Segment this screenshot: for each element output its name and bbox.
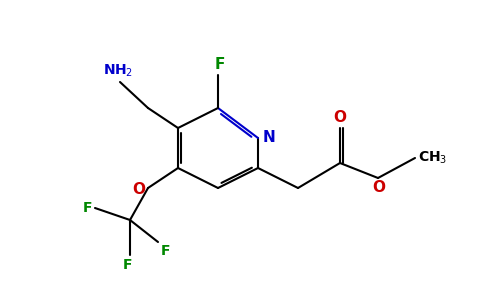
Text: F: F (82, 201, 92, 215)
Text: CH$_3$: CH$_3$ (418, 150, 447, 166)
Text: F: F (161, 244, 170, 258)
Text: F: F (215, 57, 225, 72)
Text: F: F (123, 258, 133, 272)
Text: N: N (263, 130, 276, 146)
Text: O: O (132, 182, 145, 196)
Text: O: O (373, 180, 385, 195)
Text: NH$_2$: NH$_2$ (103, 63, 133, 79)
Text: O: O (333, 110, 347, 125)
